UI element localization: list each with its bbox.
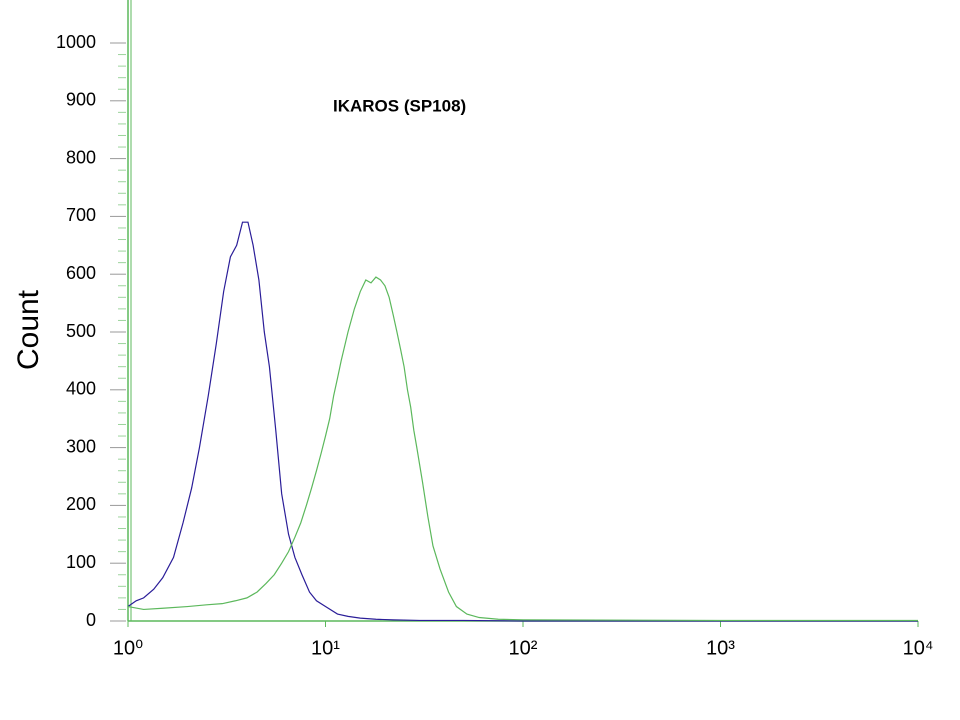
- series-line: [127, 221, 918, 622]
- y-tick-label: 0: [86, 610, 96, 630]
- y-tick-label: 200: [66, 494, 96, 514]
- y-tick-label: 100: [66, 552, 96, 572]
- y-tick-label: 500: [66, 321, 96, 341]
- x-tick-label: 10²: [509, 637, 538, 659]
- x-tick-label: 10⁴: [903, 637, 934, 659]
- y-tick-label: 1000: [56, 32, 96, 52]
- y-tick-label: 800: [66, 147, 96, 167]
- x-tick-label: 10¹: [311, 637, 340, 659]
- y-tick-label: 700: [66, 205, 96, 225]
- y-tick-label: 600: [66, 263, 96, 283]
- x-tick-label: 10³: [706, 637, 735, 659]
- y-axis-label: Count: [12, 289, 45, 370]
- x-tick-label: 10⁰: [113, 637, 143, 659]
- y-tick-label: 300: [66, 436, 96, 456]
- chart-title: IKAROS (SP108): [333, 96, 466, 115]
- series-line: [127, 276, 918, 622]
- y-tick-label: 900: [66, 90, 96, 110]
- y-tick-label: 400: [66, 379, 96, 399]
